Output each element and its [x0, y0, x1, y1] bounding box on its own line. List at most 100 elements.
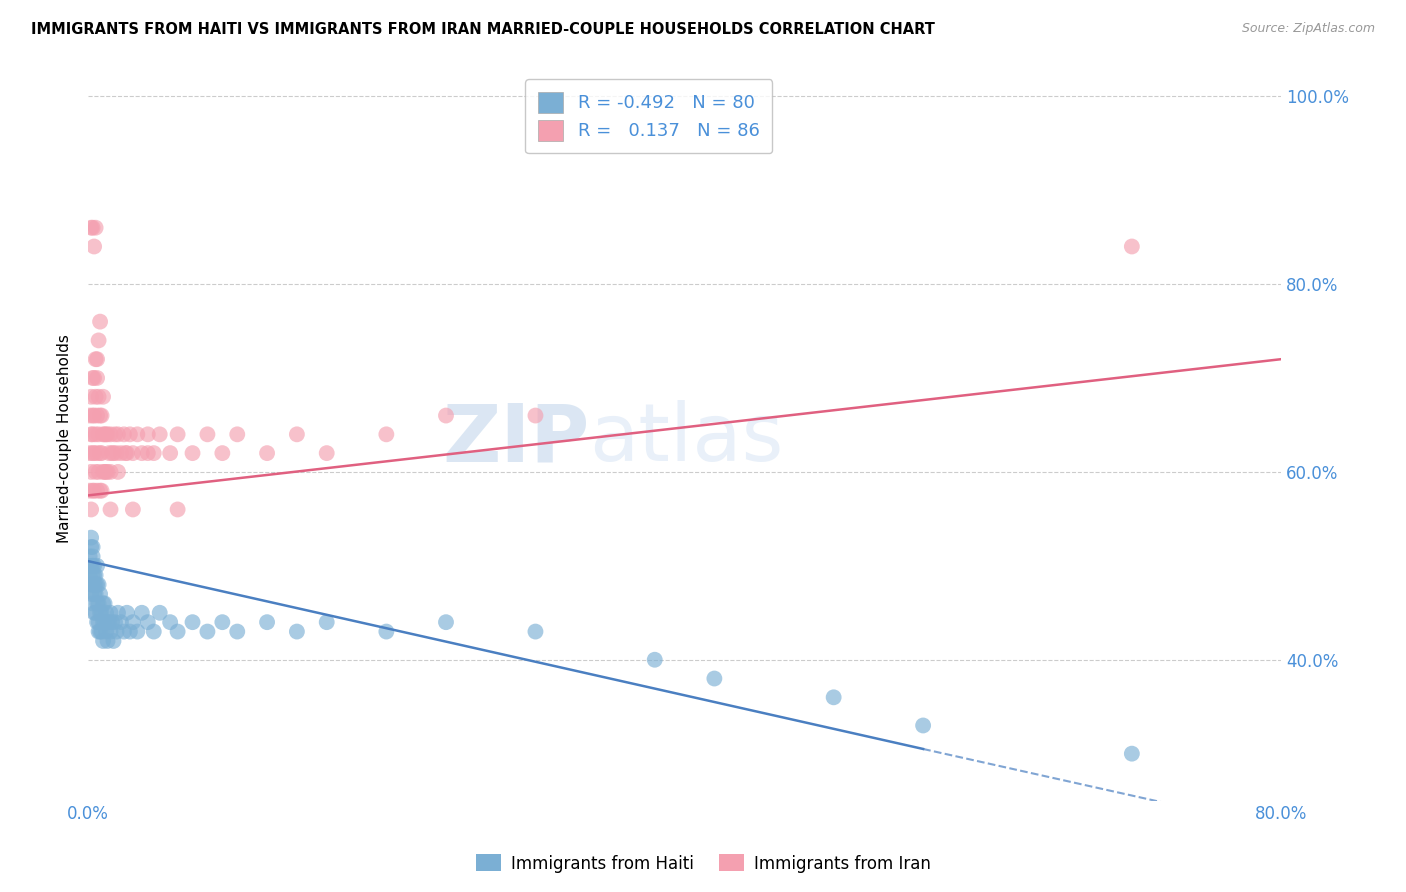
Point: [94, 624, 117, 639]
Point: [80, 540, 103, 554]
Point: [79, 549, 101, 564]
Point: [149, 606, 172, 620]
Point: [1121, 747, 1143, 761]
Point: [87, 577, 110, 591]
Point: [94, 427, 117, 442]
Point: [112, 624, 135, 639]
Point: [82, 220, 104, 235]
Point: [86, 483, 108, 498]
Point: [226, 427, 249, 442]
Point: [181, 615, 204, 630]
Point: [87, 596, 110, 610]
Point: [80, 577, 103, 591]
Point: [89, 446, 111, 460]
Point: [80, 587, 103, 601]
Point: [112, 427, 135, 442]
Point: [159, 446, 181, 460]
Point: [110, 615, 132, 630]
Point: [89, 483, 111, 498]
Point: [84, 220, 107, 235]
Point: [107, 427, 129, 442]
Point: [149, 427, 172, 442]
Point: [256, 615, 278, 630]
Point: [127, 624, 149, 639]
Text: IMMIGRANTS FROM HAITI VS IMMIGRANTS FROM IRAN MARRIED-COUPLE HOUSEHOLDS CORRELAT: IMMIGRANTS FROM HAITI VS IMMIGRANTS FROM…: [31, 22, 935, 37]
Point: [211, 446, 233, 460]
Text: atlas: atlas: [589, 400, 783, 478]
Point: [524, 409, 547, 423]
Point: [644, 653, 666, 667]
Point: [142, 446, 165, 460]
Point: [100, 606, 122, 620]
Point: [101, 446, 124, 460]
Point: [159, 615, 181, 630]
Point: [80, 390, 103, 404]
Point: [91, 615, 114, 630]
Point: [122, 502, 145, 516]
Point: [285, 624, 308, 639]
Point: [98, 615, 121, 630]
Point: [166, 502, 188, 516]
Point: [96, 634, 118, 648]
Point: [375, 427, 398, 442]
Point: [84, 568, 107, 582]
Point: [136, 427, 159, 442]
Point: [136, 446, 159, 460]
Point: [83, 371, 105, 385]
Point: [823, 690, 845, 705]
Point: [87, 427, 110, 442]
Text: Source: ZipAtlas.com: Source: ZipAtlas.com: [1241, 22, 1375, 36]
Point: [80, 502, 103, 516]
Point: [82, 596, 104, 610]
Point: [80, 465, 103, 479]
Point: [315, 446, 337, 460]
Point: [83, 483, 105, 498]
Point: [79, 446, 101, 460]
Point: [90, 409, 112, 423]
Point: [142, 624, 165, 639]
Point: [82, 577, 104, 591]
Point: [1121, 239, 1143, 253]
Point: [80, 558, 103, 573]
Point: [86, 409, 108, 423]
Point: [131, 606, 153, 620]
Point: [86, 577, 108, 591]
Point: [84, 577, 107, 591]
Point: [80, 427, 103, 442]
Point: [703, 672, 725, 686]
Point: [118, 624, 141, 639]
Point: [84, 352, 107, 367]
Point: [86, 596, 108, 610]
Point: [434, 615, 457, 630]
Point: [90, 624, 112, 639]
Point: [107, 465, 129, 479]
Legend: Immigrants from Haiti, Immigrants from Iran: Immigrants from Haiti, Immigrants from I…: [470, 847, 936, 880]
Point: [166, 427, 188, 442]
Point: [91, 390, 114, 404]
Point: [87, 615, 110, 630]
Point: [181, 446, 204, 460]
Point: [197, 624, 219, 639]
Point: [104, 615, 127, 630]
Point: [83, 587, 105, 601]
Point: [89, 624, 111, 639]
Point: [115, 446, 138, 460]
Point: [87, 334, 110, 348]
Point: [79, 483, 101, 498]
Point: [90, 446, 112, 460]
Point: [86, 615, 108, 630]
Point: [79, 409, 101, 423]
Point: [82, 558, 104, 573]
Point: [100, 465, 122, 479]
Point: [87, 624, 110, 639]
Point: [100, 624, 122, 639]
Point: [84, 587, 107, 601]
Point: [131, 446, 153, 460]
Point: [93, 596, 115, 610]
Point: [118, 427, 141, 442]
Point: [86, 352, 108, 367]
Point: [96, 427, 118, 442]
Point: [83, 446, 105, 460]
Point: [83, 239, 105, 253]
Point: [83, 558, 105, 573]
